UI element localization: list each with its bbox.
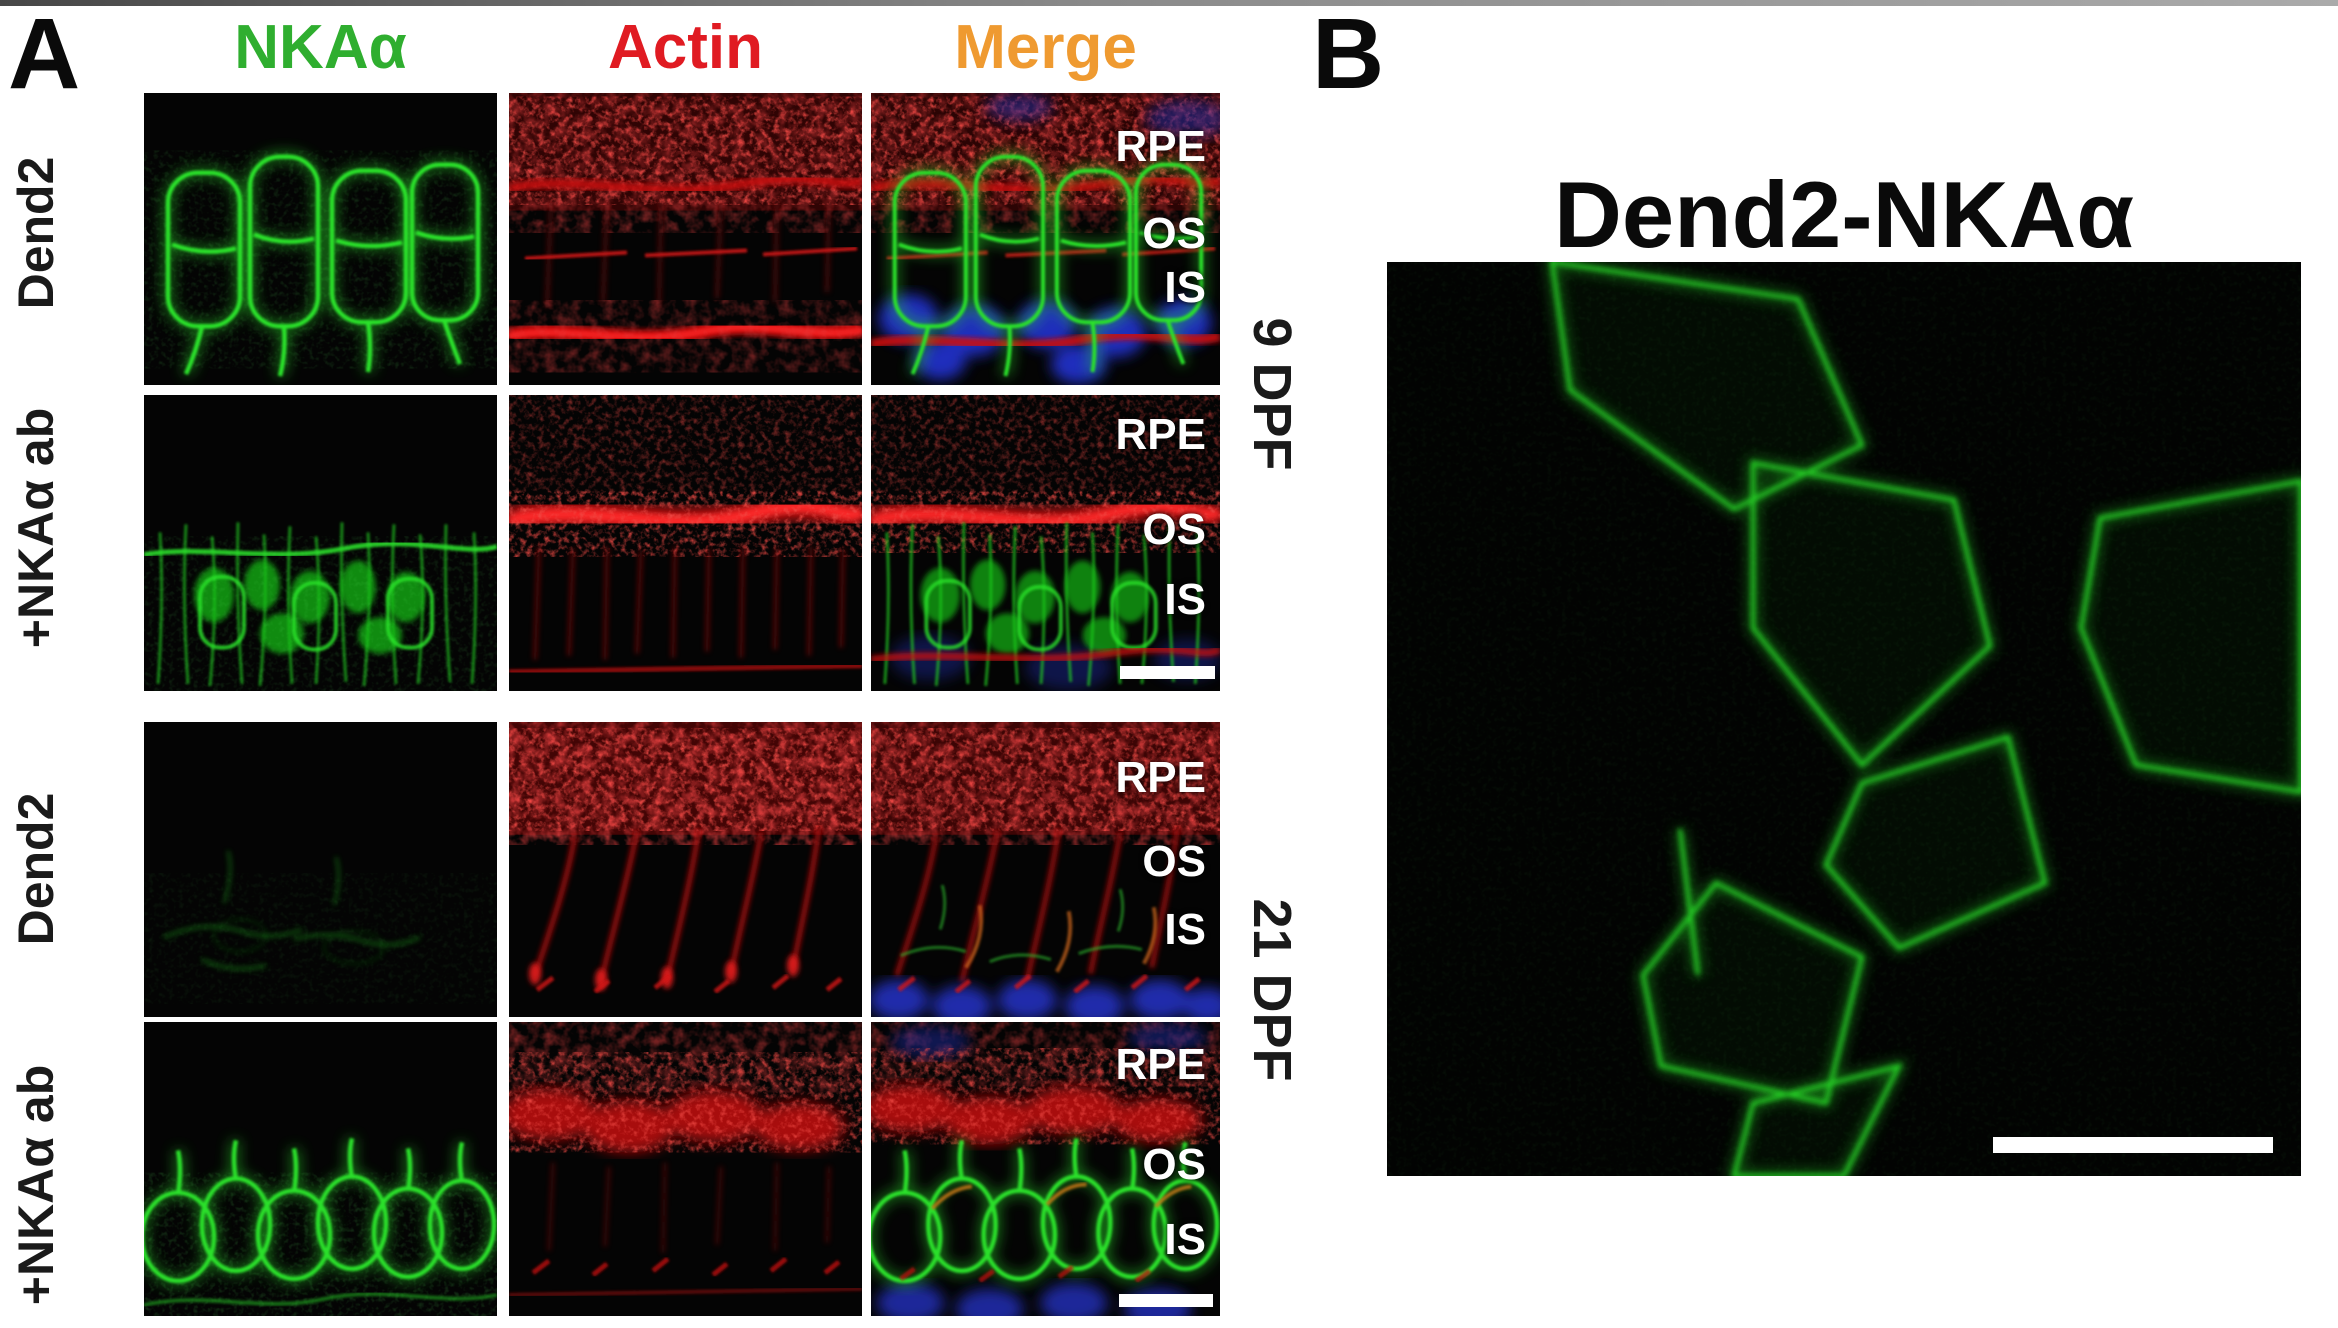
micrograph-actin-nkaa-ab-21dpf (509, 1022, 862, 1316)
layer-label-rpe: RPE (1115, 410, 1206, 459)
micrograph-dend2-nkaa-cells (1387, 262, 2301, 1176)
layer-label-os: OS (1142, 505, 1206, 554)
micrograph-actin-dend2-9dpf (509, 93, 862, 385)
column-header-nkaa: NKAα (234, 13, 407, 82)
scale-bar (1119, 1294, 1213, 1307)
micrograph-nkaa-dend2-21dpf (144, 722, 497, 1017)
row-label-dend2-21dpf: Dend2 (8, 792, 64, 946)
scale-bar (1120, 666, 1215, 679)
top-border (0, 0, 2338, 6)
age-label-9dpf: 9 DPF (1242, 317, 1302, 471)
layer-label-os: OS (1142, 1140, 1206, 1189)
row-label-nkaa-ab-21dpf: +NKAα ab (8, 1064, 64, 1306)
layer-label-is: IS (1164, 1215, 1206, 1264)
age-label-21dpf: 21 DPF (1242, 898, 1302, 1082)
row-label-dend2-9dpf: Dend2 (8, 156, 64, 310)
column-header-actin: Actin (608, 13, 763, 82)
micrograph-nkaa-nkaa-ab-21dpf (144, 1022, 497, 1316)
layer-label-rpe: RPE (1115, 753, 1206, 802)
micrograph-merge-dend2-9dpf (871, 93, 1220, 385)
layer-label-is: IS (1164, 575, 1206, 624)
layer-label-rpe: RPE (1115, 122, 1206, 171)
layer-label-is: IS (1164, 905, 1206, 954)
micrograph-merge-nkaa-ab-9dpf (871, 395, 1220, 691)
row-label-nkaa-ab-9dpf: +NKAα ab (8, 407, 64, 649)
layer-label-os: OS (1142, 837, 1206, 886)
layer-label-is: IS (1164, 263, 1206, 312)
scale-bar (1993, 1137, 2273, 1153)
panel-a-label: A (8, 0, 81, 110)
panel-b-title: Dend2-NKAα (1553, 162, 2135, 267)
micrograph-nkaa-dend2-9dpf (144, 93, 497, 385)
micrograph-nkaa-nkaa-ab-9dpf (144, 395, 497, 691)
layer-label-os: OS (1142, 209, 1206, 258)
layer-label-rpe: RPE (1115, 1040, 1206, 1089)
micrograph-actin-dend2-21dpf (509, 722, 862, 1017)
micrograph-merge-dend2-21dpf (871, 722, 1220, 1017)
micrograph-merge-nkaa-ab-21dpf (871, 1022, 1220, 1316)
panel-b-label: B (1312, 0, 1385, 110)
column-header-merge: Merge (954, 13, 1137, 82)
micrograph-actin-nkaa-ab-9dpf (509, 395, 862, 691)
